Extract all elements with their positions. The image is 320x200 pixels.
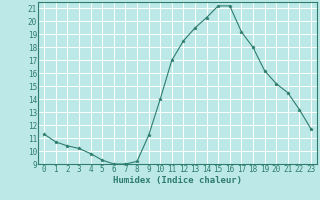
- X-axis label: Humidex (Indice chaleur): Humidex (Indice chaleur): [113, 176, 242, 185]
